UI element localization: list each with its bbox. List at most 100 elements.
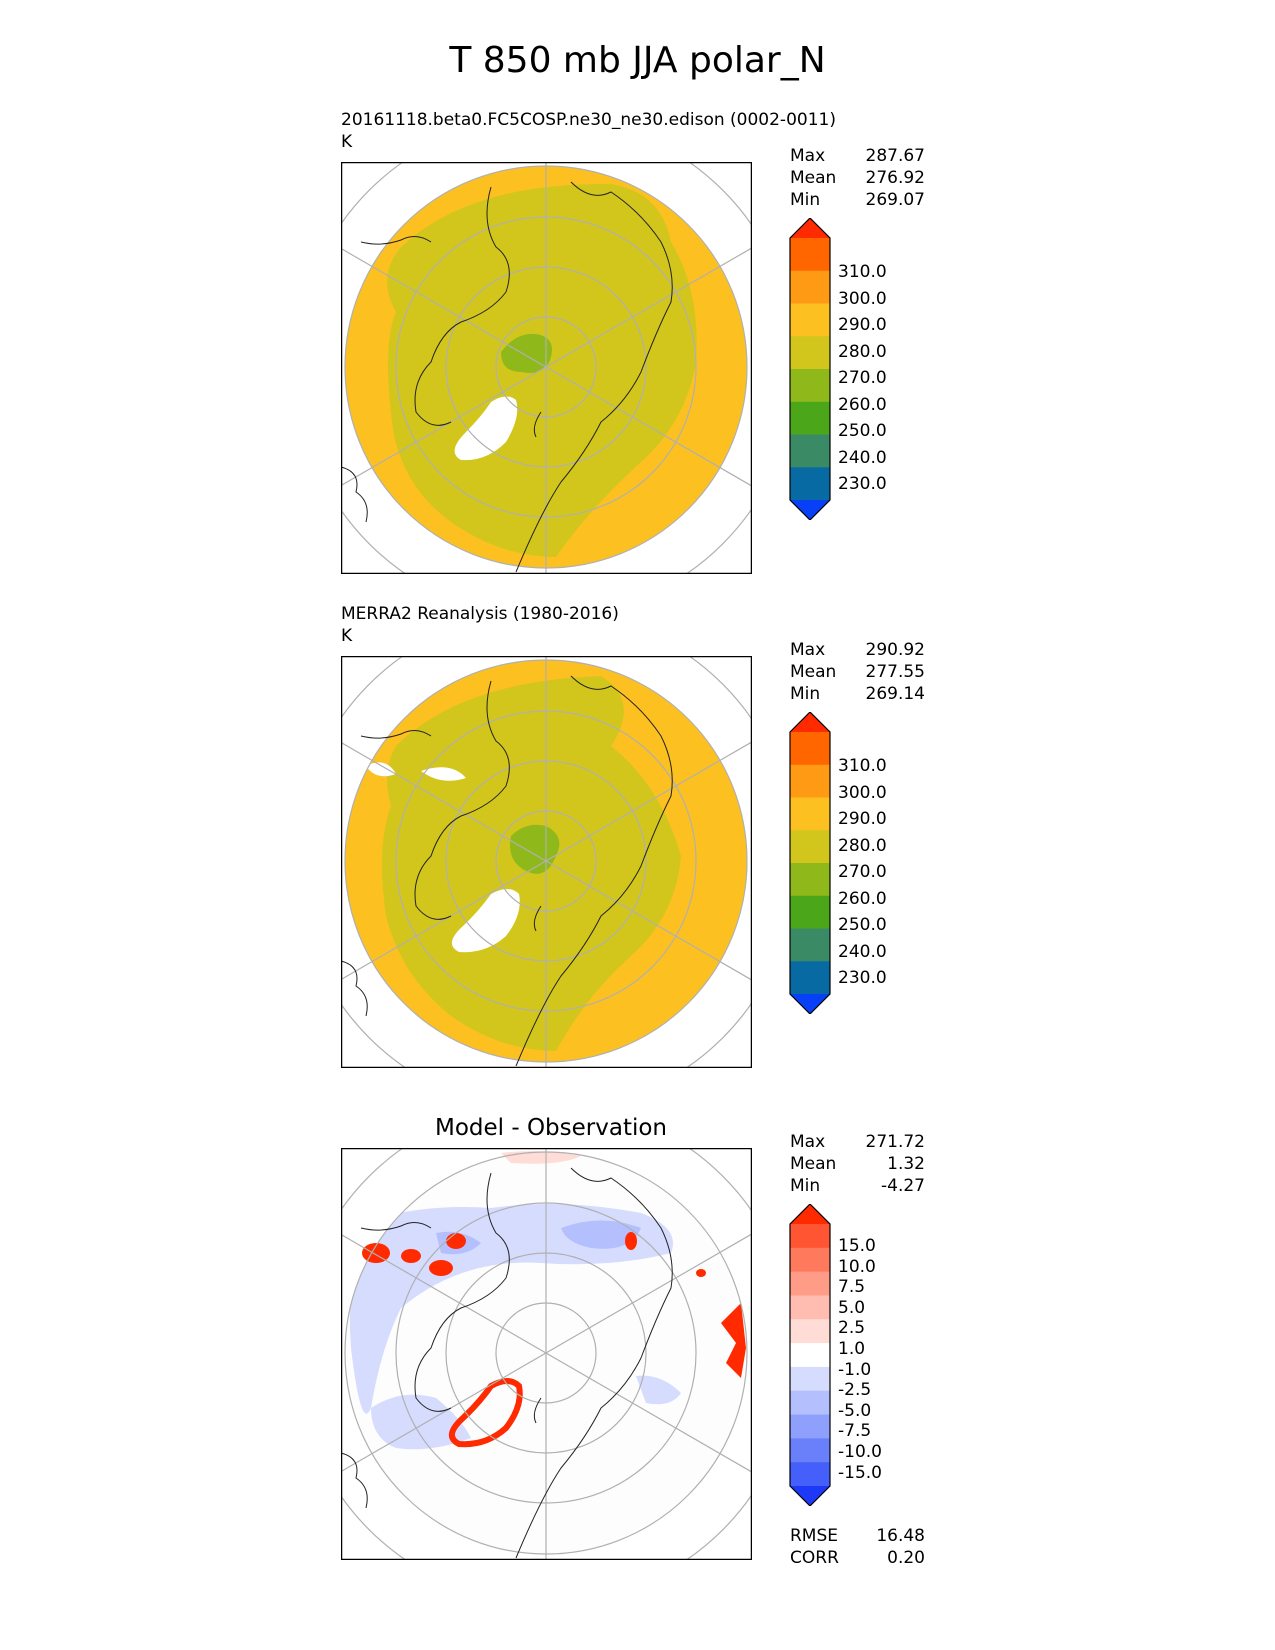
graticule <box>341 656 752 1068</box>
colorbar-outline <box>789 712 831 1014</box>
field-warm-patch <box>501 1151 581 1164</box>
colorbar-swatch <box>790 863 830 897</box>
colorbar-tick-label: 260.0 <box>838 888 887 909</box>
greenland-anomaly-ring <box>449 1378 523 1448</box>
colorbar-swatch <box>790 1271 830 1296</box>
metric-label: CORR <box>790 1548 839 1568</box>
colorbar-swatch <box>790 1390 830 1416</box>
greenland-mask <box>454 396 518 461</box>
panel-1-colorbar <box>789 218 831 520</box>
colorbar-swatch <box>790 1319 830 1344</box>
panel-2-units: K <box>341 626 353 646</box>
panel-3-metrics: RMSE 16.48 CORR 0.20 <box>790 1525 925 1569</box>
colorbar-swatch <box>790 218 830 238</box>
colorbar-swatch <box>790 401 830 435</box>
stat-value: 287.67 <box>865 146 925 166</box>
colorbar-swatch <box>790 895 830 929</box>
graticule <box>341 1148 752 1560</box>
stat-value: 1.32 <box>887 1154 925 1174</box>
colorbar-tick-label: 300.0 <box>838 288 887 309</box>
greenland-mask <box>451 889 520 953</box>
colorbar-swatch <box>790 467 830 501</box>
stat-value: -4.27 <box>881 1176 925 1196</box>
colorbar-swatch <box>790 797 830 831</box>
colorbar-tick-label: 230.0 <box>838 474 887 494</box>
colorbar-outline <box>789 218 831 520</box>
graticule <box>341 162 752 574</box>
colorbar-swatch <box>790 303 830 337</box>
panel-2-colorbar <box>789 712 831 1014</box>
stat-value: 276.92 <box>865 168 925 188</box>
panel-1-map <box>341 162 752 574</box>
stat-value: 290.92 <box>865 640 925 660</box>
colorbar-tick-label: 290.0 <box>838 315 887 335</box>
colorbar-swatch <box>790 434 830 468</box>
colorbar-tick-label: 230.0 <box>838 968 887 988</box>
colorbar-swatch <box>790 712 830 732</box>
panel-1-units: K <box>341 132 353 152</box>
coastlines <box>341 675 673 1067</box>
field-strong-warm-anomalies <box>362 1232 746 1378</box>
metric-label: RMSE <box>790 1526 839 1546</box>
colorbar-swatch <box>790 1366 830 1392</box>
stat-label: Min <box>790 1176 821 1196</box>
colorbar-swatch <box>790 764 830 798</box>
colorbar-tick-label: 270.0 <box>838 862 887 882</box>
stat-value: 277.55 <box>865 662 925 682</box>
colorbar-swatch <box>790 830 830 864</box>
colorbar-tick-label: 260.0 <box>838 394 887 415</box>
stat-label: Mean <box>790 168 837 188</box>
colorbar-swatch <box>790 1438 830 1463</box>
figure-title: T 850 mb JJA polar_N <box>449 40 826 81</box>
colorbar-swatch <box>790 1462 830 1487</box>
coastlines <box>341 181 673 573</box>
colorbar-swatch <box>790 1343 830 1368</box>
colorbar-tick-label: 2.5 <box>838 1318 866 1339</box>
colorbar-swatch <box>790 1247 830 1273</box>
colorbar-tick-label: -5.0 <box>838 1400 872 1421</box>
field-cool-bias-patch <box>371 1394 471 1450</box>
stat-label: Max <box>790 640 826 660</box>
stat-label: Max <box>790 146 826 166</box>
field-cool-region <box>387 183 697 557</box>
colorbar-swatch <box>790 500 830 520</box>
colorbar-tick-label: 310.0 <box>838 262 887 282</box>
panel-2-map <box>341 656 752 1068</box>
panel-3-heading: Model - Observation <box>434 1115 668 1141</box>
panel-2-stats: Max 290.92 Mean 277.55 Min 269.14 <box>790 639 925 705</box>
colorbar-tick-label: 5.0 <box>838 1297 866 1318</box>
colorbar-tick-label: 7.5 <box>838 1277 866 1298</box>
colorbar-swatch <box>790 369 830 403</box>
field-stronger-cool-patch <box>561 1220 641 1249</box>
colorbar-swatch <box>790 1486 830 1506</box>
coastlines <box>341 1167 673 1559</box>
stat-value: 271.72 <box>865 1132 925 1152</box>
stat-label: Mean <box>790 662 837 682</box>
colorbar-swatch <box>790 961 830 995</box>
colorbar-tick-label: 300.0 <box>838 782 887 803</box>
colorbar-tick-label: 1.0 <box>838 1339 866 1359</box>
colorbar-swatch <box>790 270 830 304</box>
panel-3-colorbar <box>789 1204 831 1506</box>
colorbar-swatch <box>790 928 830 962</box>
colorbar-swatch <box>790 238 830 272</box>
colorbar-tick-label: 250.0 <box>838 421 887 441</box>
panel-3-map <box>341 1148 752 1560</box>
panel-1-stats: Max 287.67 Mean 276.92 Min 269.07 <box>790 145 925 211</box>
colorbar-tick-label: 240.0 <box>838 941 887 962</box>
metric-value: 16.48 <box>876 1526 925 1546</box>
stat-label: Min <box>790 684 821 704</box>
panel-1-subtitle: 20161118.beta0.FC5COSP.ne30_ne30.edison … <box>341 110 836 130</box>
missing-data-patches <box>366 762 466 781</box>
colorbar-swatch <box>790 1414 830 1439</box>
colorbar-tick-label: 15.0 <box>838 1236 876 1256</box>
colorbar-tick-label: 290.0 <box>838 809 887 829</box>
colorbar-tick-label: -2.5 <box>838 1380 872 1401</box>
colorbar-tick-label: 280.0 <box>838 835 887 856</box>
colorbar-tick-label: -10.0 <box>838 1442 882 1462</box>
stat-label: Mean <box>790 1154 837 1174</box>
field-cool-bias-patch <box>636 1375 681 1405</box>
stat-label: Min <box>790 190 821 210</box>
metric-value: 0.20 <box>887 1548 925 1568</box>
colorbar-outline <box>789 1204 831 1506</box>
